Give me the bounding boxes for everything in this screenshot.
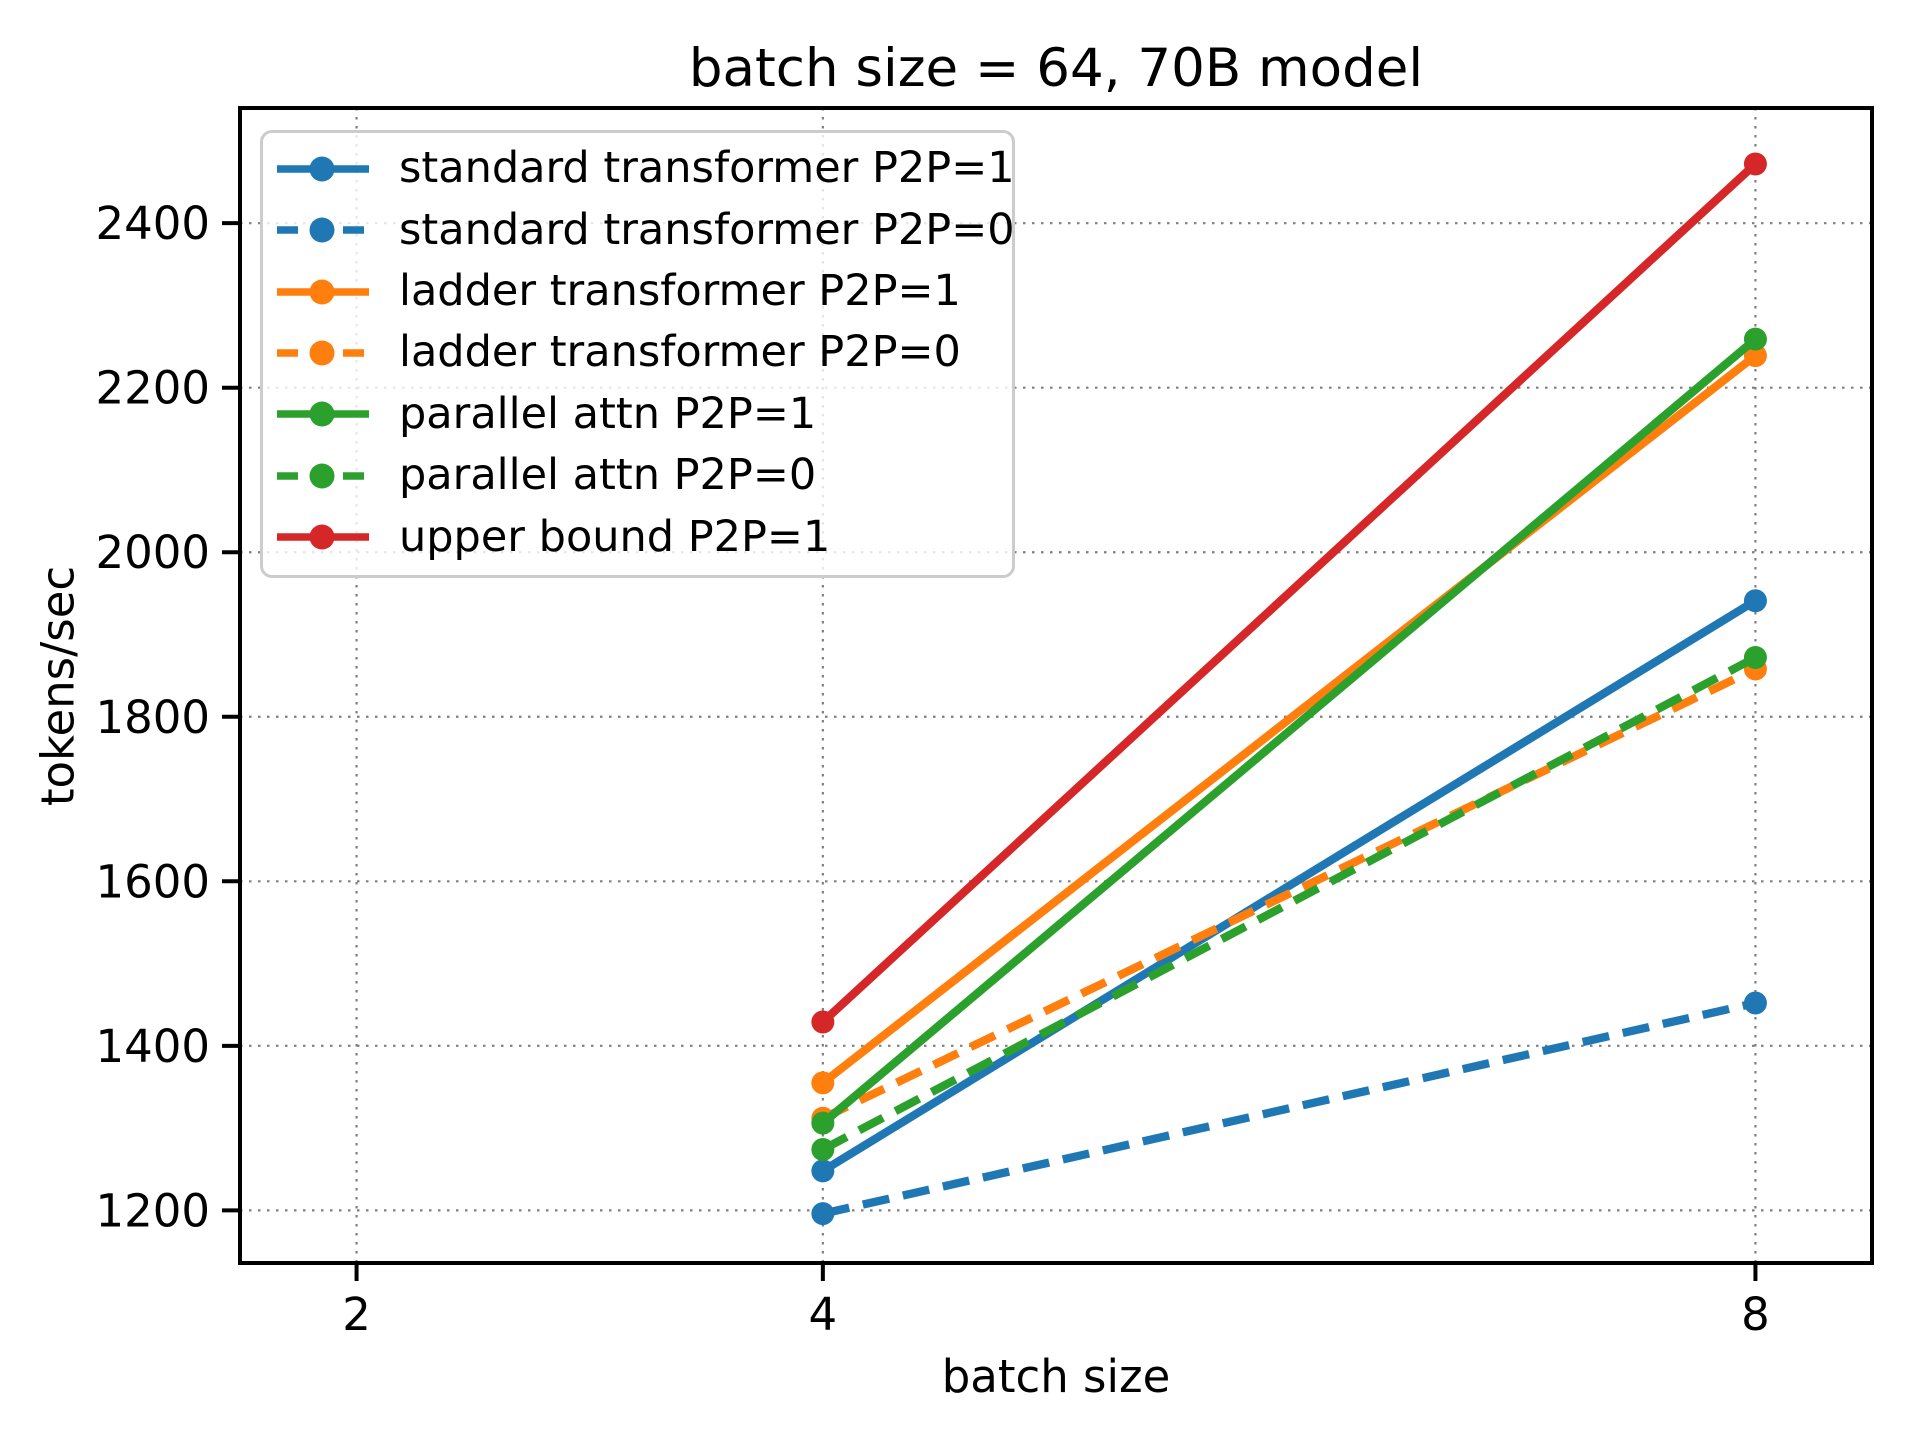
y-tick-label-2000: 2000 (95, 526, 210, 579)
legend-marker-ladder-transformer-p2p-0 (309, 340, 335, 366)
marker-upper-bound-p2p-1-x8 (1743, 152, 1767, 176)
line-parallel-attn-p2p-0 (820, 653, 1758, 1154)
chart-title: batch size = 64, 70B model (688, 38, 1424, 99)
legend-marker-standard-transformer-p2p-0 (309, 217, 335, 243)
y-tick-label-2200: 2200 (95, 362, 210, 415)
legend-item-upper-bound-p2p-1: upper bound P2P=1 (263, 507, 1012, 568)
marker-parallel-attn-p2p-0-x8 (1743, 646, 1767, 670)
legend-item-label: parallel attn P2P=0 (399, 450, 817, 501)
legend-sample-dashed-line-icon (277, 217, 369, 243)
line-ladder-transformer-p2p-1 (820, 352, 1758, 1087)
line-standard-transformer-p2p-1 (820, 597, 1758, 1175)
plot-border (238, 106, 1874, 1265)
marker-upper-bound-p2p-1-x4 (811, 1010, 835, 1034)
legend-sample-solid-line-icon (277, 279, 369, 305)
legend-sample-solid-line-icon (277, 401, 369, 427)
x-tick-label-2: 2 (342, 1288, 371, 1341)
line-upper-bound-p2p-1 (820, 160, 1759, 1026)
legend-item-ladder-transformer-p2p-0: ladder transformer P2P=0 (263, 322, 1012, 383)
legend-item-label: upper bound P2P=1 (399, 511, 831, 562)
legend-item-label: ladder transformer P2P=0 (399, 327, 961, 378)
legend-sample-dashed-line-icon (277, 463, 369, 489)
x-tick-label-8: 8 (1741, 1288, 1770, 1341)
x-axis-label: batch size (941, 1350, 1171, 1403)
y-tick-label-1600: 1600 (95, 855, 210, 908)
y-axis-label: tokens/sec (31, 565, 85, 807)
legend-box: standard transformer P2P=1 standard trans… (260, 130, 1015, 578)
line-parallel-attn-p2p-1 (820, 335, 1759, 1127)
line-standard-transformer-p2p-0 (821, 998, 1757, 1218)
legend-marker-ladder-transformer-p2p-1 (309, 279, 335, 305)
marker-parallel-attn-p2p-1-x8 (1743, 327, 1767, 351)
legend-item-label: ladder transformer P2P=1 (399, 266, 961, 317)
y-tick-label-1800: 1800 (95, 691, 210, 744)
legend-sample-solid-line-icon (277, 156, 369, 182)
marker-standard-transformer-p2p-1-x8 (1743, 589, 1767, 613)
marker-parallel-attn-p2p-1-x4 (811, 1111, 835, 1135)
marker-ladder-transformer-p2p-1-x4 (811, 1071, 835, 1095)
y-tick-label-2400: 2400 (95, 197, 210, 250)
marker-parallel-attn-p2p-0-x4 (811, 1137, 835, 1161)
legend-item-standard-transformer-p2p-0: standard transformer P2P=0 (263, 199, 1015, 260)
marker-standard-transformer-p2p-0-x4 (811, 1202, 835, 1226)
marker-ladder-transformer-p2p-1-x8 (1743, 344, 1767, 368)
legend-item-label: standard transformer P2P=1 (399, 143, 1015, 194)
legend-item-label: parallel attn P2P=1 (399, 388, 817, 439)
marker-standard-transformer-p2p-1-x4 (811, 1159, 835, 1183)
legend-sample-dashed-line-icon (277, 340, 369, 366)
legend-marker-standard-transformer-p2p-1 (309, 156, 335, 182)
y-tick-label-1200: 1200 (95, 1184, 210, 1237)
legend-marker-upper-bound-p2p-1 (309, 524, 335, 550)
x-tick-label-4: 4 (809, 1288, 838, 1341)
legend-item-parallel-attn-p2p-0: parallel attn P2P=0 (263, 445, 1012, 506)
legend-item-label: standard transformer P2P=0 (399, 204, 1015, 255)
legend-item-ladder-transformer-p2p-1: ladder transformer P2P=1 (263, 261, 1012, 322)
legend-marker-parallel-attn-p2p-0 (309, 463, 335, 489)
legend-sample-solid-line-icon (277, 524, 369, 550)
legend-item-parallel-attn-p2p-1: parallel attn P2P=1 (263, 384, 1012, 445)
legend-item-standard-transformer-p2p-1: standard transformer P2P=1 (263, 138, 1015, 199)
marker-standard-transformer-p2p-0-x8 (1743, 991, 1767, 1015)
legend-marker-parallel-attn-p2p-1 (309, 401, 335, 427)
y-tick-label-1400: 1400 (95, 1020, 210, 1073)
